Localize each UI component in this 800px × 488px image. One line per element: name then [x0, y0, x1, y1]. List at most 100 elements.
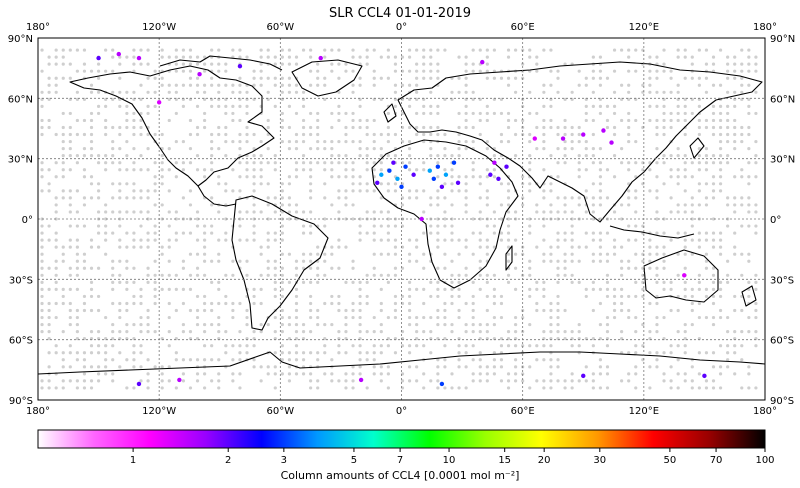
no-data-point — [89, 386, 94, 390]
no-data-point — [634, 161, 638, 165]
no-data-point — [203, 90, 207, 94]
no-data-point — [132, 266, 136, 270]
no-data-point — [337, 344, 341, 348]
no-data-point — [429, 330, 433, 334]
no-data-point — [492, 48, 496, 52]
no-data-point — [301, 280, 306, 284]
no-data-point — [450, 182, 454, 186]
no-data-point — [506, 372, 511, 376]
no-data-point — [584, 118, 588, 123]
no-data-point — [47, 330, 51, 334]
no-data-point — [167, 118, 171, 123]
no-data-point — [210, 301, 214, 306]
y-tick-label-right: 90°N — [770, 34, 795, 45]
no-data-point — [372, 224, 376, 228]
no-data-point — [733, 104, 737, 108]
no-data-point — [747, 69, 751, 73]
no-data-point — [294, 273, 299, 277]
no-data-point — [726, 358, 730, 362]
no-data-point — [429, 147, 433, 151]
no-data-point — [556, 76, 560, 80]
no-data-point — [75, 161, 79, 165]
no-data-point — [471, 280, 475, 284]
no-data-point — [273, 351, 277, 355]
no-data-point — [612, 175, 617, 179]
no-data-point — [386, 48, 390, 52]
y-tick-label-left: 90°N — [8, 34, 33, 45]
no-data-point — [309, 224, 313, 228]
no-data-point — [75, 189, 79, 193]
no-data-point — [273, 273, 277, 277]
no-data-point — [612, 125, 617, 130]
no-data-point — [429, 280, 433, 284]
no-data-point — [620, 259, 624, 263]
no-data-point — [591, 55, 595, 59]
no-data-point — [634, 224, 638, 228]
no-data-point — [754, 308, 758, 313]
no-data-point — [415, 330, 419, 334]
no-data-point — [217, 90, 221, 94]
no-data-point — [747, 259, 751, 263]
no-data-point — [195, 62, 200, 66]
no-data-point — [365, 210, 369, 214]
no-data-point — [125, 154, 129, 158]
no-data-point — [563, 210, 567, 214]
colorbar-ticks: 1 2 3 5 7 10 15 20 30 50 70 100 — [130, 448, 775, 466]
colorbar-tick-label: 2 — [225, 455, 231, 466]
no-data-point — [245, 139, 249, 144]
no-data-point — [591, 210, 595, 214]
no-data-point — [273, 330, 277, 334]
no-data-point — [450, 203, 454, 207]
no-data-point — [372, 69, 376, 73]
no-data-point — [280, 189, 284, 193]
no-data-point — [471, 139, 475, 144]
no-data-point — [82, 69, 87, 73]
no-data-point — [549, 245, 553, 249]
no-data-point — [662, 69, 666, 73]
no-data-point — [372, 168, 376, 172]
no-data-point — [506, 344, 511, 348]
no-data-point — [612, 238, 617, 242]
no-data-point — [549, 83, 553, 87]
no-data-point — [386, 238, 390, 242]
no-data-point — [238, 224, 242, 228]
no-data-point — [125, 125, 129, 130]
no-data-point — [506, 203, 511, 207]
no-data-point — [89, 344, 94, 348]
no-data-point — [627, 83, 631, 87]
no-data-point — [485, 322, 489, 327]
no-data-point — [627, 308, 631, 313]
no-data-point — [203, 294, 207, 299]
no-data-point — [478, 175, 482, 179]
no-data-point — [54, 280, 58, 284]
no-data-point — [718, 365, 723, 369]
no-data-point — [337, 266, 341, 270]
no-data-point — [351, 386, 355, 390]
no-data-point — [118, 301, 122, 306]
no-data-point — [733, 294, 737, 299]
no-data-point — [125, 196, 129, 200]
no-data-point — [471, 111, 475, 116]
no-data-point — [167, 147, 171, 151]
no-data-point — [365, 231, 369, 235]
no-data-point — [358, 125, 362, 130]
no-data-point — [393, 224, 398, 228]
no-data-point — [612, 245, 617, 249]
no-data-point — [337, 238, 341, 242]
no-data-point — [457, 344, 461, 348]
no-data-point — [436, 294, 440, 299]
colorbar-tick-label: 20 — [538, 455, 551, 466]
no-data-point — [605, 344, 610, 348]
no-data-point — [89, 379, 94, 383]
no-data-point — [464, 175, 468, 179]
no-data-point — [294, 308, 299, 313]
no-data-point — [146, 90, 150, 94]
no-data-point — [174, 111, 178, 116]
no-data-point — [711, 322, 716, 327]
no-data-point — [591, 217, 595, 221]
no-data-point — [407, 69, 412, 73]
no-data-point — [210, 154, 214, 158]
no-data-point — [415, 168, 419, 172]
no-data-point — [747, 97, 751, 101]
data-point — [197, 72, 202, 77]
